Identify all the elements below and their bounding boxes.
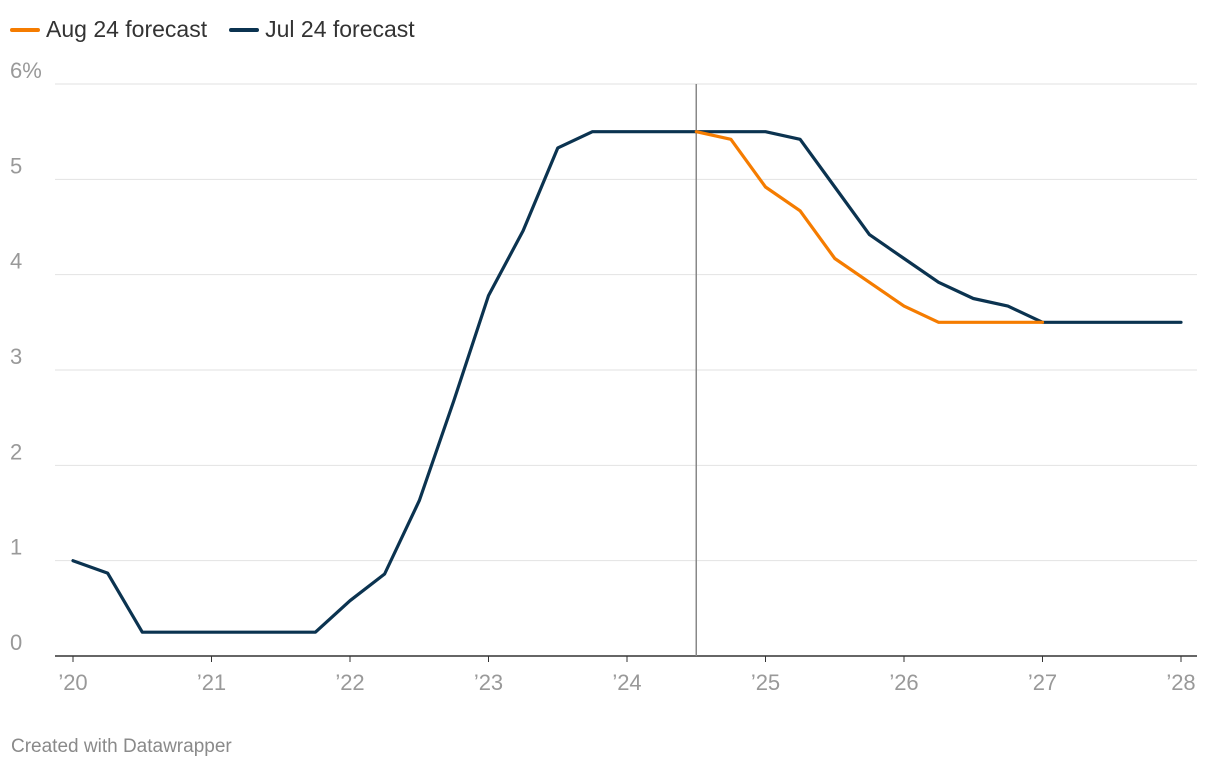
x-tick-label: ’22: [335, 670, 364, 695]
y-tick-label: 4: [10, 249, 22, 274]
legend-item-jul-24[interactable]: Jul 24 forecast: [229, 16, 415, 43]
y-tick-label: 1: [10, 535, 22, 560]
x-tick-label: ’26: [889, 670, 918, 695]
y-tick-label: 6%: [10, 58, 42, 83]
x-tick-label: ’21: [197, 670, 226, 695]
chart-legend: Aug 24 forecast Jul 24 forecast: [10, 16, 415, 43]
y-axis: 0 1 2 3 4 5 6%: [10, 58, 42, 655]
x-tick-label: ’20: [58, 670, 87, 695]
y-tick-label: 0: [10, 630, 22, 655]
credit-text: Created with Datawrapper: [11, 736, 232, 757]
legend-swatch-jul-24: [229, 27, 260, 32]
x-tick-label: ’27: [1028, 670, 1057, 695]
y-tick-label: 3: [10, 344, 22, 369]
y-tick-label: 5: [10, 153, 22, 178]
gridlines: [55, 83, 1197, 657]
y-tick-label: 2: [10, 439, 22, 464]
legend-swatch-aug-24: [10, 27, 40, 32]
series-lines: [71, 130, 1183, 634]
x-tick-label: ’23: [474, 670, 503, 695]
x-tick-label: ’28: [1166, 670, 1195, 695]
legend-label-aug-24: Aug 24 forecast: [46, 16, 208, 42]
series-line-aug-24-forecast: [694, 130, 1045, 324]
x-tick-label: ’24: [612, 670, 641, 695]
legend-item-aug-24[interactable]: Aug 24 forecast: [10, 16, 207, 43]
legend-label-jul-24: Jul 24 forecast: [265, 16, 415, 42]
x-tick-label: ’25: [751, 670, 780, 695]
series-line-jul-24-forecast: [71, 130, 1183, 634]
x-axis: ’20 ’21 ’22 ’23 ’24 ’25 ’26 ’27 ’28: [58, 656, 1196, 695]
